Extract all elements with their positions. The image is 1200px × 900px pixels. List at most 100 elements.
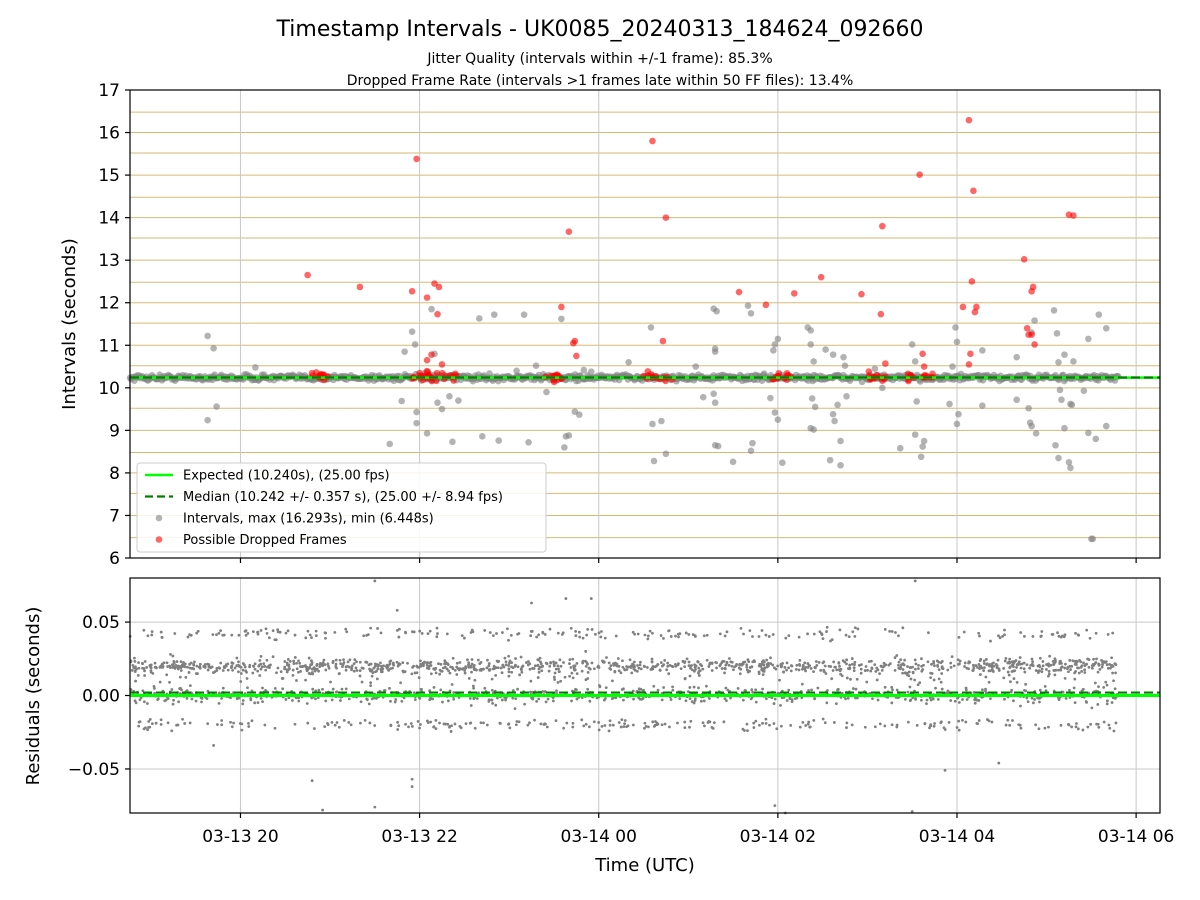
- legend: Expected (10.240s), (25.00 fps)Median (1…: [136, 462, 547, 553]
- residual-point: [358, 660, 362, 664]
- legend-box: [136, 462, 547, 553]
- residual-point: [1039, 634, 1043, 638]
- residual-point: [387, 668, 391, 672]
- residual-point: [704, 684, 708, 688]
- residual-point: [974, 664, 978, 667]
- residual-point: [552, 675, 556, 679]
- residual-point: [597, 721, 601, 724]
- residual-point: [344, 687, 348, 691]
- residual-point: [594, 632, 597, 636]
- residual-point: [293, 633, 297, 637]
- residual-point: [934, 686, 937, 690]
- residual-point: [219, 661, 223, 665]
- residual-point: [419, 723, 422, 726]
- residual-point: [582, 724, 586, 728]
- residual-point: [165, 661, 169, 665]
- residual-point: [494, 673, 498, 677]
- residual-point: [899, 658, 903, 662]
- residual-point: [153, 691, 157, 695]
- residual-point: [869, 669, 873, 673]
- residual-point: [702, 699, 706, 703]
- residual-point: [978, 673, 982, 676]
- residual-point: [188, 721, 192, 725]
- residual-point: [1077, 666, 1080, 670]
- residual-point: [392, 663, 396, 667]
- residual-point: [298, 661, 302, 665]
- residual-point: [930, 672, 934, 675]
- residual-point: [190, 697, 194, 701]
- residual-point: [816, 686, 820, 690]
- residual-point: [1114, 721, 1118, 725]
- residual-point: [825, 701, 829, 705]
- residual-point: [746, 658, 750, 662]
- interval-point: [774, 335, 782, 343]
- residual-point: [730, 664, 734, 668]
- residual-point: [200, 700, 203, 704]
- residual-point: [240, 722, 244, 726]
- residual-point: [1030, 696, 1034, 700]
- residual-point: [906, 665, 909, 668]
- interval-point: [810, 426, 817, 433]
- residual-point: [133, 659, 137, 663]
- residual-point: [369, 681, 373, 685]
- residual-point: [859, 663, 863, 667]
- residual-point: [1013, 669, 1017, 673]
- residual-point: [685, 657, 689, 661]
- residual-point: [541, 664, 545, 668]
- residual-point: [337, 725, 341, 729]
- residual-point: [179, 686, 182, 690]
- interval-point: [952, 324, 959, 331]
- residual-point: [479, 667, 483, 671]
- residual-point: [253, 701, 257, 705]
- residual-point: [645, 666, 649, 669]
- residual-point: [1003, 633, 1006, 637]
- residual-point: [677, 635, 680, 639]
- residual-point: [333, 630, 337, 634]
- residual-point: [623, 722, 626, 726]
- residual-point: [143, 660, 147, 663]
- interval-point: [513, 367, 520, 375]
- residual-point: [145, 702, 149, 705]
- residual-point: [291, 668, 295, 672]
- residual-point: [551, 699, 555, 703]
- residual-point: [997, 667, 1001, 671]
- residual-point: [339, 699, 342, 702]
- residual-point: [323, 663, 327, 666]
- residual-point: [258, 674, 262, 677]
- residual-point: [753, 660, 757, 663]
- residual-point: [683, 665, 687, 668]
- residual-point: [1100, 665, 1104, 669]
- residual-point: [832, 721, 836, 724]
- residual-point: [256, 669, 260, 673]
- residual-point: [907, 670, 911, 674]
- residual-point: [671, 688, 675, 692]
- residual-point: [273, 726, 277, 730]
- residual-point: [342, 658, 345, 662]
- interval-point: [770, 347, 777, 354]
- residual-point: [597, 631, 601, 635]
- residual-point: [243, 665, 247, 669]
- residual-point: [326, 664, 330, 668]
- residual-point: [939, 661, 943, 665]
- interval-point: [744, 302, 752, 310]
- residual-point: [853, 663, 856, 666]
- residual-point: [453, 668, 457, 672]
- residual-point: [949, 665, 953, 669]
- residual-point: [472, 686, 476, 690]
- residual-point: [292, 659, 296, 663]
- residual-point: [1019, 631, 1023, 634]
- residual-point: [1004, 656, 1008, 660]
- residual-point: [148, 717, 152, 721]
- residual-point: [920, 657, 923, 661]
- dropped-frame-point: [959, 303, 967, 311]
- residual-point: [478, 662, 482, 665]
- residual-point: [1019, 666, 1023, 670]
- residual-point: [293, 722, 297, 726]
- residual-point: [425, 719, 429, 723]
- residual-point: [366, 698, 369, 701]
- residual-point: [233, 666, 237, 670]
- residual-point: [1011, 719, 1014, 722]
- residual-point: [855, 677, 859, 681]
- residual-point: [215, 666, 219, 670]
- residual-point: [537, 670, 541, 674]
